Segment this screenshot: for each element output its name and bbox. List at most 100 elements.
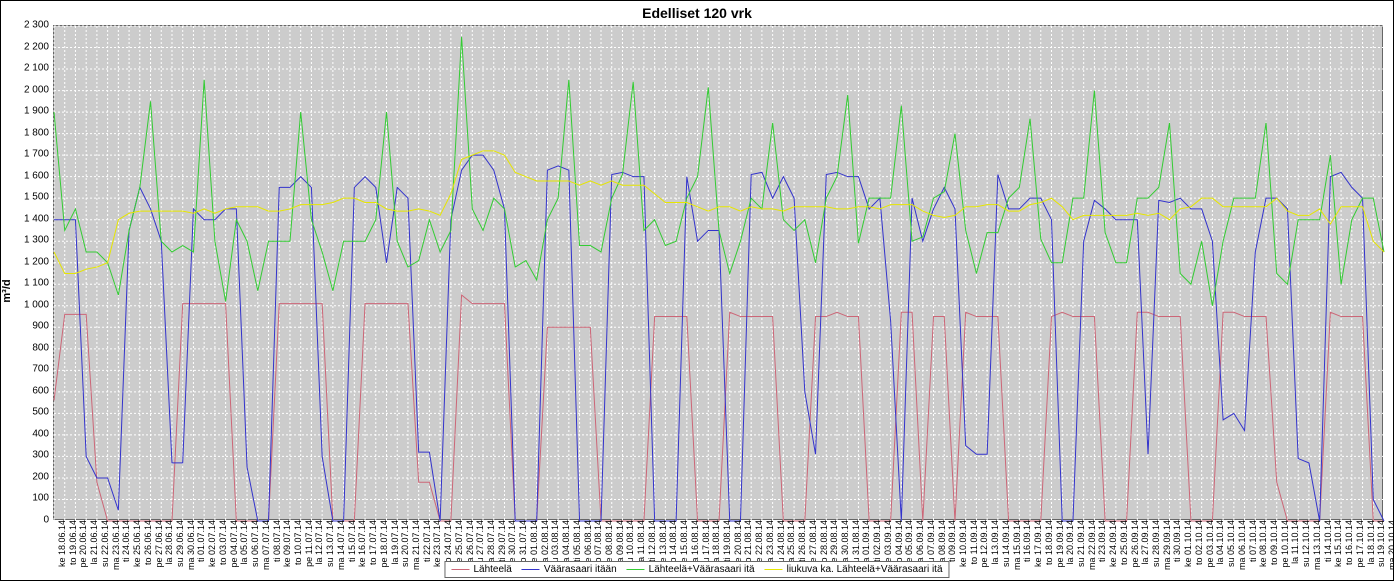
plot-svg (54, 26, 1384, 521)
legend-swatch (627, 569, 645, 570)
x-tick-label: su 21.09.14 (1075, 520, 1086, 567)
x-tick-label: ke 15.10.14 (1332, 520, 1343, 567)
y-tick-label: 700 (32, 364, 53, 375)
x-tick-label: to 10.07.14 (292, 520, 303, 565)
y-tick-label: 300 (32, 450, 53, 461)
y-tick-label: 2 000 (24, 84, 53, 95)
x-tick-label: la 23.08.14 (764, 520, 775, 565)
x-tick-label: to 14.08.14 (667, 520, 678, 565)
x-tick-label: ma 13.10.14 (1311, 520, 1322, 570)
legend: Lähteelä Väärasaari itään Lähteelä+Väärasa… (444, 561, 949, 578)
x-tick-label: ke 13.08.14 (657, 520, 668, 567)
x-tick-label: la 26.07.14 (464, 520, 475, 565)
x-tick-label: ti 08.07.14 (271, 520, 282, 562)
legend-label: Lähteelä (473, 564, 511, 575)
y-tick-label: 500 (32, 407, 53, 418)
x-tick-label: la 21.06.14 (88, 520, 99, 565)
x-tick-label: la 28.06.14 (163, 520, 174, 565)
x-tick-label: la 04.10.14 (1214, 520, 1225, 565)
x-tick-label: ke 09.07.14 (281, 520, 292, 567)
x-tick-label: la 19.07.14 (389, 520, 400, 565)
x-tick-label: to 26.06.14 (142, 520, 153, 565)
y-tick-label: 1 100 (24, 278, 53, 289)
x-tick-label: ke 08.10.14 (1257, 520, 1268, 567)
x-tick-label: to 25.09.14 (1118, 520, 1129, 565)
x-tick-label: pe 18.07.14 (378, 520, 389, 568)
y-tick-label: 1 000 (24, 299, 53, 310)
x-tick-label: la 05.07.14 (238, 520, 249, 565)
y-tick-label: 900 (32, 321, 53, 332)
x-tick-label: su 20.07.14 (399, 520, 410, 567)
plot-area: 01002003004005006007008009001 0001 1001 … (53, 25, 1383, 520)
y-tick-label: 2 200 (24, 41, 53, 52)
x-tick-label: pe 19.09.14 (1054, 520, 1065, 568)
y-tick-label: 1 600 (24, 170, 53, 181)
x-tick-label: to 24.07.14 (442, 520, 453, 565)
x-tick-label: ma 21.07.14 (410, 520, 421, 570)
x-tick-label: ti 14.10.14 (1322, 520, 1333, 562)
legend-label: liukuva ka. Lähteelä+Väärasaari itä (787, 564, 943, 575)
x-tick-label: la 27.09.14 (1139, 520, 1150, 565)
legend-item: liukuva ka. Lähteelä+Väärasaari itä (765, 564, 943, 575)
y-tick-label: 400 (32, 428, 53, 439)
x-tick-label: ti 24.06.14 (120, 520, 131, 562)
x-tick-label: su 07.09.14 (925, 520, 936, 567)
x-tick-label: su 13.07.14 (324, 520, 335, 567)
x-tick-label: ti 09.09.14 (946, 520, 957, 562)
x-tick-label: to 07.08.14 (592, 520, 603, 565)
x-tick-label: su 29.06.14 (174, 520, 185, 567)
y-tick-label: 1 800 (24, 127, 53, 138)
x-tick-label: ma 15.09.14 (1011, 520, 1022, 570)
x-tick-label: su 24.08.14 (775, 520, 786, 567)
x-tick-label: ke 24.09.14 (1107, 520, 1118, 567)
x-tick-label: to 31.07.14 (517, 520, 528, 565)
x-tick-label: su 12.10.14 (1300, 520, 1311, 567)
x-tick-label: ma 07.07.14 (260, 520, 271, 570)
x-tick-label: su 22.06.14 (99, 520, 110, 567)
legend-label: Väärasaari itään (544, 564, 617, 575)
x-tick-label: la 30.08.14 (839, 520, 850, 565)
x-tick-label: la 06.09.14 (914, 520, 925, 565)
x-tick-label: su 05.10.14 (1225, 520, 1236, 567)
y-tick-label: 2 100 (24, 63, 53, 74)
y-tick-label: 1 200 (24, 256, 53, 267)
x-tick-label: su 14.09.14 (1000, 520, 1011, 567)
x-tick-label: ke 16.07.14 (356, 520, 367, 567)
x-tick-label: ke 17.09.14 (1032, 520, 1043, 567)
x-tick-label: to 09.10.14 (1268, 520, 1279, 565)
y-axis-label: m³/d (1, 279, 13, 302)
x-tick-label: ke 23.07.14 (431, 520, 442, 567)
x-tick-label: ti 23.09.14 (1096, 520, 1107, 562)
x-tick-label: ti 30.09.14 (1171, 520, 1182, 562)
legend-item: Lähteelä (451, 564, 511, 575)
x-tick-label: la 13.09.14 (989, 520, 1000, 565)
x-tick-label: su 17.08.14 (700, 520, 711, 567)
x-tick-label: su 27.07.14 (474, 520, 485, 567)
x-tick-label: pe 26.09.14 (1129, 520, 1140, 568)
x-tick-label: ma 20.10.14 (1386, 520, 1394, 570)
x-tick-label: ke 03.09.14 (882, 520, 893, 567)
y-tick-label: 600 (32, 385, 53, 396)
x-tick-label: ti 12.08.14 (646, 520, 657, 562)
x-tick-label: ke 25.06.14 (131, 520, 142, 567)
legend-item: Lähteelä+Väärasaari itä (627, 564, 755, 575)
x-tick-label: ke 06.08.14 (582, 520, 593, 567)
x-tick-label: to 17.07.14 (367, 520, 378, 565)
x-tick-label: la 12.07.14 (313, 520, 324, 565)
x-tick-label: to 21.08.14 (742, 520, 753, 565)
x-tick-label: la 16.08.14 (689, 520, 700, 565)
x-tick-label: ma 14.07.14 (335, 520, 346, 570)
x-tick-label: ti 26.08.14 (796, 520, 807, 562)
x-tick-label: to 18.09.14 (1043, 520, 1054, 565)
x-tick-label: la 11.10.14 (1289, 520, 1300, 564)
x-tick-label: ti 16.09.14 (1021, 520, 1032, 562)
x-tick-label: su 19.10.14 (1375, 520, 1386, 567)
x-tick-label: ke 18.06.14 (56, 520, 67, 567)
x-tick-label: to 02.10.14 (1193, 520, 1204, 565)
x-tick-label: ti 01.07.14 (195, 520, 206, 562)
y-tick-label: 1 900 (24, 106, 53, 117)
x-tick-label: ti 02.09.14 (871, 520, 882, 562)
x-tick-label: to 16.10.14 (1343, 520, 1354, 565)
x-tick-label: pe 04.07.14 (228, 520, 239, 568)
x-tick-label: ke 02.07.14 (206, 520, 217, 567)
